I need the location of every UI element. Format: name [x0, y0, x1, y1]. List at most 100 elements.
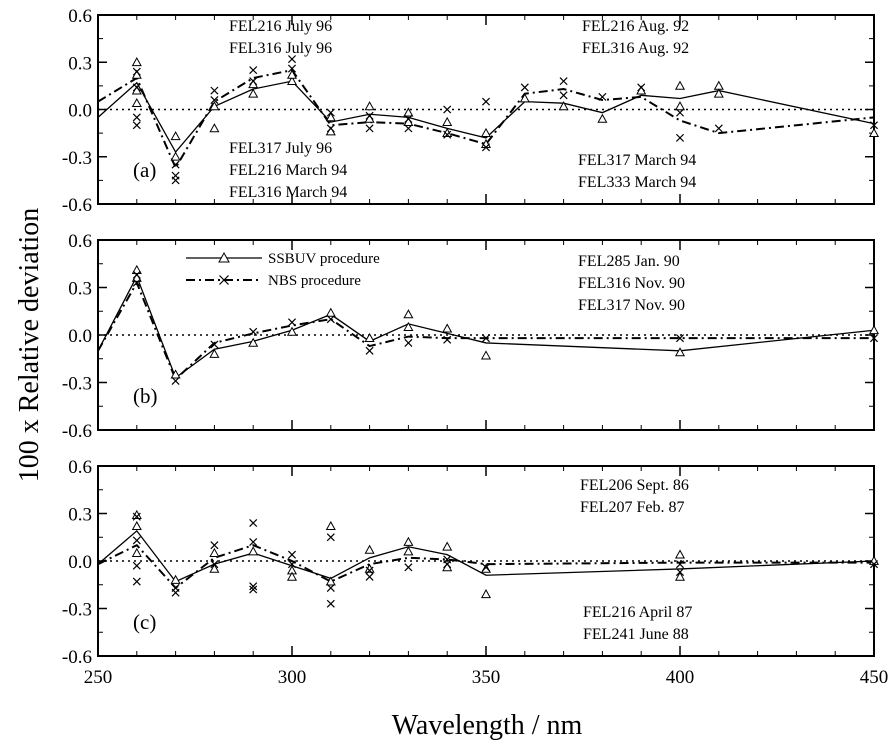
panel-frame: [97, 465, 875, 657]
x-marker: [287, 55, 297, 64]
x-marker: [171, 588, 180, 597]
x-marker: [675, 133, 685, 142]
triangle-marker: [868, 127, 880, 137]
x-marker-stroke: [171, 588, 180, 597]
x-marker: [675, 334, 685, 343]
x-marker: [287, 318, 297, 327]
x-marker-stroke: [675, 560, 685, 569]
x-marker-stroke: [132, 113, 141, 122]
y-tick-label: -0.6: [62, 647, 92, 668]
triangle-marker: [286, 75, 298, 86]
x-marker: [404, 338, 413, 347]
triangle-marker: [131, 520, 142, 531]
triangle-marker: [170, 131, 181, 141]
triangle-marker: [364, 101, 375, 111]
triangle-marker: [209, 563, 220, 573]
x-tick-label: 350: [472, 667, 501, 688]
x-marker: [210, 340, 219, 349]
panel-frame: [97, 239, 875, 431]
panel-label: (b): [133, 384, 158, 408]
x-tick-label: 450: [860, 667, 889, 688]
x-marker-stroke: [287, 64, 297, 73]
x-marker-stroke: [520, 83, 529, 92]
x-marker: [365, 124, 374, 133]
x-marker: [481, 97, 491, 106]
triangle-marker: [286, 571, 298, 581]
x-marker: [404, 114, 413, 123]
triangle-marker: [403, 107, 414, 117]
x-marker: [210, 96, 219, 105]
x-marker: [869, 334, 879, 343]
triangle-marker: [597, 113, 608, 123]
x-marker-stroke: [132, 577, 141, 586]
y-tick-label: 0.6: [68, 231, 92, 252]
panel-annotation: FEL241 June 88: [583, 626, 689, 643]
ssbuv-series-line: [97, 274, 875, 379]
x-tick-label: 250: [84, 667, 113, 688]
triangle-marker: [442, 541, 453, 551]
x-marker-stroke: [132, 83, 141, 92]
x-marker-stroke: [637, 83, 646, 92]
x-marker: [132, 512, 141, 521]
x-tick-label: 300: [278, 667, 307, 688]
x-marker-stroke: [132, 278, 141, 287]
y-tick-label: 0.0: [68, 101, 92, 122]
triangle-marker: [674, 549, 686, 559]
x-marker-stroke: [675, 568, 685, 577]
x-marker: [249, 537, 258, 547]
x-marker-stroke: [249, 327, 258, 336]
x-marker: [637, 83, 646, 92]
triangle-marker: [674, 80, 686, 90]
x-marker-stroke: [210, 541, 219, 550]
x-marker: [443, 130, 452, 139]
x-marker: [287, 560, 297, 569]
triangle-marker: [364, 332, 375, 343]
triangle-marker: [558, 101, 569, 111]
x-marker-stroke: [171, 376, 180, 385]
panel-annotation: FEL216 April 87: [583, 604, 692, 621]
x-marker-stroke: [249, 537, 258, 547]
x-marker-stroke: [132, 67, 141, 76]
panel-annotation: FEL285 Jan. 90: [578, 253, 680, 270]
x-marker-stroke: [132, 561, 141, 570]
triangle-marker: [209, 348, 220, 358]
x-marker-stroke: [210, 340, 219, 349]
x-marker-stroke: [675, 108, 685, 117]
x-marker-stroke: [326, 599, 335, 608]
x-marker-stroke: [404, 114, 413, 123]
x-marker-stroke: [443, 335, 452, 344]
x-marker-stroke: [559, 77, 568, 86]
triangle-marker: [286, 326, 298, 336]
x-marker: [404, 563, 413, 572]
x-marker-stroke: [132, 536, 141, 545]
y-tick-label: 0.6: [68, 457, 92, 478]
triangle-marker: [170, 369, 181, 379]
panel-a: 0.6 0.3 0.0 -0.3 -0.6 (a) FEL216 July 96 FEL316…: [62, 6, 880, 216]
x-marker: [132, 83, 141, 92]
x-marker-stroke: [249, 585, 258, 594]
nbs-series-line: [97, 69, 875, 170]
x-marker: [132, 67, 141, 76]
x-marker: [132, 561, 141, 570]
x-marker: [869, 560, 879, 569]
x-marker: [249, 327, 258, 336]
triangle-marker: [325, 307, 336, 317]
panel-annotation: FEL333 March 94: [578, 174, 696, 191]
triangle-marker: [325, 520, 336, 531]
x-marker-stroke: [404, 124, 413, 133]
x-marker-stroke: [404, 338, 413, 347]
x-marker-stroke: [287, 318, 297, 327]
x-marker: [171, 176, 180, 185]
x-marker-stroke: [869, 560, 879, 569]
x-marker-stroke: [481, 143, 491, 152]
ssbuv-series-line: [97, 80, 875, 154]
x-tick-label: 400: [666, 667, 695, 688]
x-marker-stroke: [559, 91, 568, 100]
x-marker-stroke: [249, 582, 258, 591]
x-marker: [287, 550, 297, 559]
x-marker: [249, 66, 258, 75]
x-marker: [249, 585, 258, 594]
x-marker-stroke: [598, 92, 607, 101]
triangle-marker: [364, 544, 375, 554]
